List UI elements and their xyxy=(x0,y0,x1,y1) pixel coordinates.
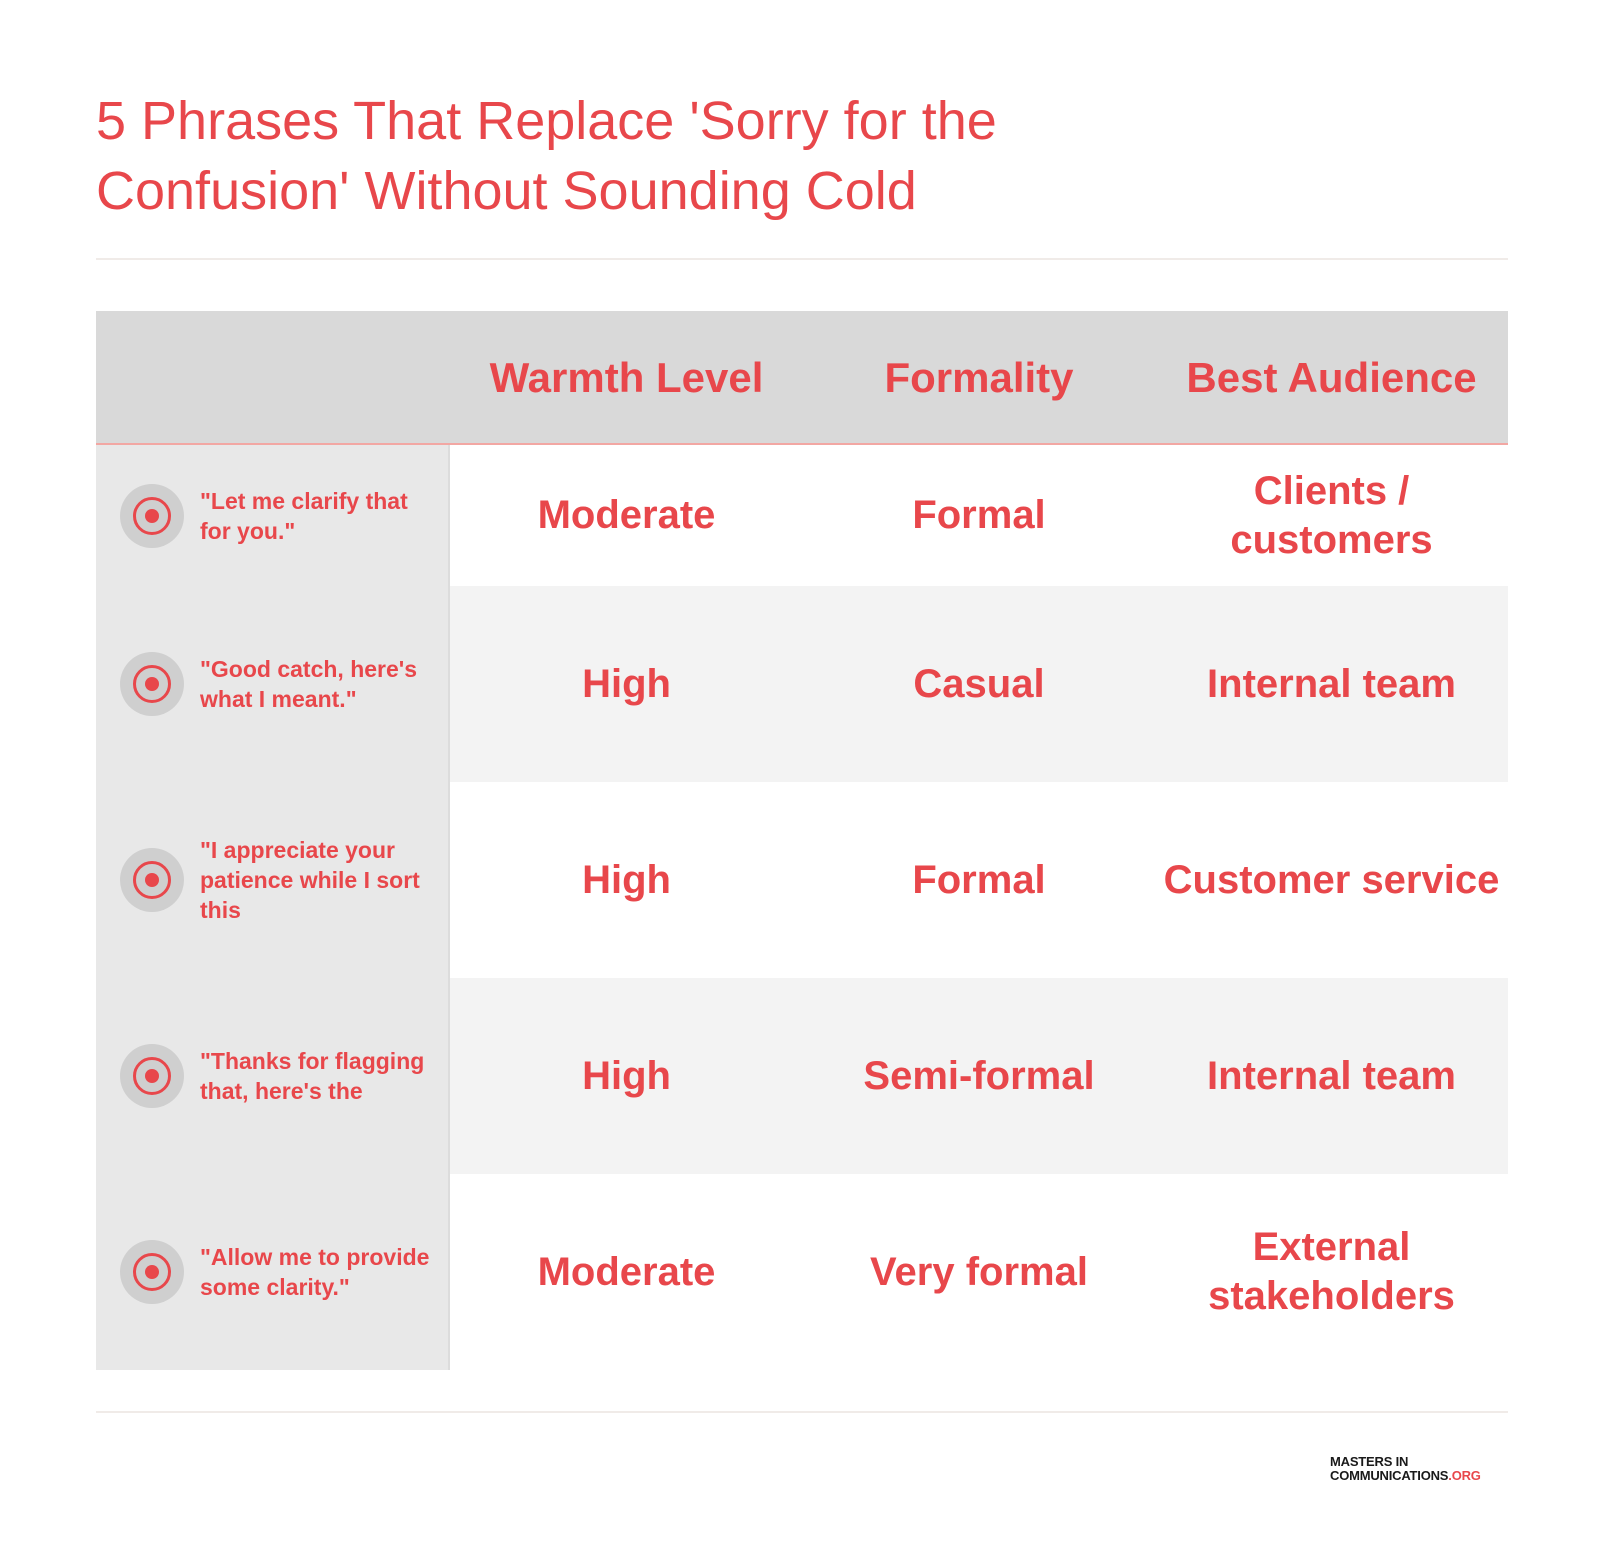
brand-logo: MASTERS IN COMMUNICATIONS.ORG xyxy=(1330,1455,1510,1483)
target-icon xyxy=(120,652,184,716)
phrase-cell: "Thanks for flagging that, here's the xyxy=(96,978,450,1174)
table-row: "Let me clarify that for you." Moderate … xyxy=(96,445,1508,586)
phrase-text: "Let me clarify that for you." xyxy=(200,487,408,544)
logo-line-1: MASTERS IN xyxy=(1330,1454,1409,1469)
logo-name: COMMUNICATIONS xyxy=(1330,1468,1449,1483)
logo-suffix: .ORG xyxy=(1448,1468,1481,1483)
target-icon xyxy=(120,848,184,912)
target-icon xyxy=(120,483,184,548)
header-formality: Formality xyxy=(884,354,1074,401)
formality-cell: Formal xyxy=(912,857,1046,902)
audience-cell: External stakeholders xyxy=(1208,1225,1455,1318)
phrase-text: "I appreciate your patience while I sort… xyxy=(200,837,420,923)
phrase-cell: "Let me clarify that for you." xyxy=(96,445,450,586)
phrase-text: "Thanks for flagging that, here's the xyxy=(200,1048,425,1104)
formality-cell: Formal xyxy=(912,493,1046,537)
warmth-cell: Moderate xyxy=(537,1249,716,1294)
bottom-divider xyxy=(96,1411,1508,1413)
formality-cell: Casual xyxy=(913,661,1045,706)
logo-line-2: COMMUNICATIONS.ORG xyxy=(1330,1469,1510,1483)
table-row: "Allow me to provide some clarity." Mode… xyxy=(96,1174,1508,1370)
header-best-audience: Best Audience xyxy=(1186,354,1477,401)
audience-cell: Customer service xyxy=(1163,857,1500,902)
warmth-cell: High xyxy=(582,1053,671,1098)
top-divider xyxy=(96,258,1508,260)
table-row: "I appreciate your patience while I sort… xyxy=(96,782,1508,978)
table-row: "Thanks for flagging that, here's the Hi… xyxy=(96,978,1508,1174)
phrase-cell: "Allow me to provide some clarity." xyxy=(96,1174,450,1370)
page-title: 5 Phrases That Replace 'Sorry for the Co… xyxy=(96,91,997,221)
phrase-text: "Good catch, here's what I meant." xyxy=(200,656,418,712)
audience-cell: Internal team xyxy=(1207,661,1456,706)
warmth-cell: High xyxy=(582,661,671,706)
phrase-cell: "I appreciate your patience while I sort… xyxy=(96,782,450,978)
table-row: "Good catch, here's what I meant." High … xyxy=(96,586,1508,782)
phrase-cell: "Good catch, here's what I meant." xyxy=(96,586,450,782)
warmth-cell: Moderate xyxy=(537,493,716,537)
comparison-table: Warmth Level Formality Best Audience "Le… xyxy=(96,311,1508,1370)
formality-cell: Very formal xyxy=(870,1249,1088,1294)
formality-cell: Semi-formal xyxy=(863,1053,1095,1098)
audience-cell: Internal team xyxy=(1207,1053,1456,1098)
header-warmth-level: Warmth Level xyxy=(489,354,764,401)
audience-cell: Clients / customers xyxy=(1230,468,1433,562)
target-icon xyxy=(120,1240,184,1304)
target-icon xyxy=(120,1044,184,1108)
warmth-cell: High xyxy=(582,857,671,902)
table-header: Warmth Level Formality Best Audience xyxy=(96,311,1508,445)
phrase-text: "Allow me to provide some clarity." xyxy=(200,1244,430,1300)
